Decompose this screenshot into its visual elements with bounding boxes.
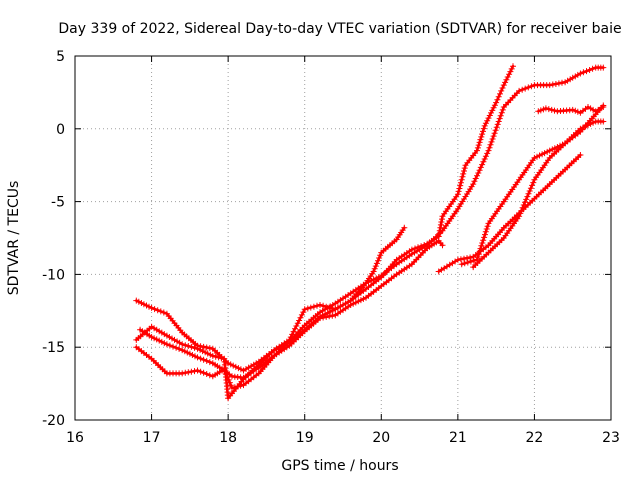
y-axis-label: SDTVAR / TECUs — [6, 181, 22, 296]
series-trace-3 — [133, 237, 446, 391]
series-line — [135, 64, 515, 372]
x-tick-label: 16 — [66, 430, 84, 446]
x-tick-label: 20 — [372, 430, 390, 446]
y-tick-label: -15 — [42, 340, 65, 356]
x-tick-label: 19 — [296, 430, 314, 446]
series-markers — [470, 118, 607, 271]
y-tick-label: -10 — [42, 267, 65, 283]
series-markers — [535, 104, 607, 116]
y-tick-label: -20 — [42, 413, 65, 429]
y-tick-label: 0 — [56, 122, 65, 138]
x-axis-label: GPS time / hours — [281, 458, 398, 474]
series-layer — [133, 63, 607, 402]
series-trace-5 — [435, 152, 584, 275]
x-tick-label: 21 — [449, 430, 467, 446]
grid — [75, 56, 611, 420]
series-markers — [133, 224, 408, 402]
plot-frame — [74, 55, 612, 421]
x-tick-label: 18 — [219, 430, 237, 446]
tick-layer: 16 17 18 19 20 21 22 23 -20 -15 -10 -5 0 5 — [42, 49, 620, 446]
series-trace-2 — [137, 64, 607, 381]
series-trace-4 — [133, 224, 408, 402]
series-trace-1 — [133, 63, 516, 374]
x-tick-label: 23 — [602, 430, 620, 446]
x-tick-label: 17 — [143, 430, 161, 446]
x-tick-label: 22 — [526, 430, 544, 446]
series-line — [138, 66, 605, 380]
series-trace-8 — [535, 104, 607, 116]
series-markers — [133, 63, 516, 374]
y-tick-label: 5 — [56, 49, 65, 65]
series-markers — [133, 237, 446, 391]
chart-title: Day 339 of 2022, Sidereal Day-to-day VTE… — [58, 21, 621, 37]
series-trace-7 — [470, 118, 607, 271]
series-line — [437, 153, 582, 273]
series-markers — [137, 64, 607, 381]
y-tick-label: -5 — [51, 195, 65, 211]
